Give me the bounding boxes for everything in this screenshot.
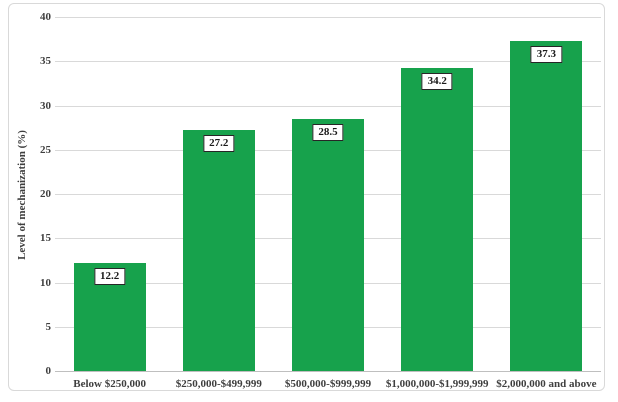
gridline	[55, 106, 601, 107]
y-tick-label: 15	[40, 232, 51, 244]
y-tick-label: 25	[40, 144, 51, 156]
y-tick-label: 20	[40, 188, 51, 200]
bar-5	[510, 40, 583, 371]
bar-data-label: 12.2	[93, 268, 126, 285]
y-tick-label: 0	[45, 365, 52, 377]
bar-data-label: 37.3	[530, 45, 563, 63]
x-category-label: Below $250,000	[73, 378, 146, 390]
bar-3	[292, 118, 364, 371]
x-category-label: $1,000,000-$1,999,999	[385, 378, 489, 390]
bar-2	[182, 130, 255, 371]
y-tick-label: 40	[40, 11, 51, 23]
x-category-label: $250,000-$499,999	[175, 378, 262, 390]
gridline	[55, 61, 601, 62]
bar-data-label: 34.2	[421, 73, 453, 91]
chart-frame: Level of mechanization (%) 0 5 10 15 20 25 30 3…	[8, 3, 605, 391]
x-axis-line	[55, 371, 601, 372]
x-category-label: $500,000-$999,999	[284, 378, 372, 390]
bar-data-label: 28.5	[312, 123, 344, 141]
gridline	[55, 17, 601, 18]
y-tick-label: 5	[45, 321, 52, 333]
bar-data-label: 27.2	[203, 135, 235, 153]
y-tick-label: 30	[40, 100, 51, 112]
y-tick-label: 10	[40, 277, 51, 289]
bar-4	[401, 68, 474, 371]
y-tick-label: 35	[40, 55, 51, 67]
x-category-label: $2,000,000 and above	[496, 378, 597, 390]
